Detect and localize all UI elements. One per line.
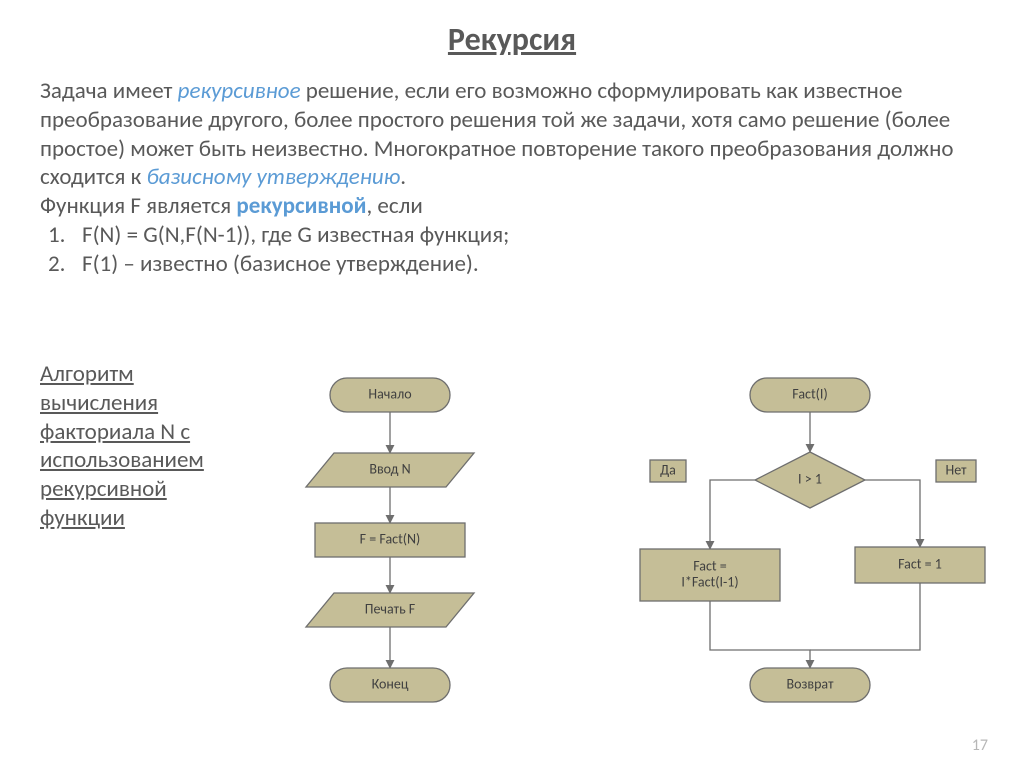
- svg-text:I*Fact(I-1): I*Fact(I-1): [681, 573, 738, 590]
- svg-text:F = Fact(N): F = Fact(N): [360, 530, 421, 547]
- svg-text:Нет: Нет: [945, 461, 967, 478]
- node-fact: Fact(I): [750, 378, 870, 412]
- svg-text:Fact = 1: Fact = 1: [898, 555, 942, 572]
- node-in: Ввод N: [306, 453, 474, 487]
- svg-text:Fact =: Fact =: [693, 557, 727, 574]
- flowchart-fact: Fact(I)I > 1ДаНетFact =I*Fact(I-1)Fact =…: [610, 370, 1010, 750]
- slide-number: 17: [972, 736, 988, 755]
- svg-text:Ввод N: Ввод N: [369, 460, 410, 477]
- list-1-num: 1.: [48, 221, 82, 250]
- node-yeslbl: Да: [650, 460, 686, 482]
- svg-text:Начало: Начало: [368, 385, 411, 402]
- para-post1: .: [400, 163, 406, 191]
- node-rightr: Fact = 1: [855, 547, 985, 583]
- node-start: Начало: [330, 378, 450, 412]
- node-calc: F = Fact(N): [315, 523, 465, 557]
- para-em2: базисному утверждению: [146, 163, 400, 191]
- list-2-num: 2.: [48, 250, 82, 279]
- node-dec: I > 1: [755, 452, 865, 508]
- flowchart-main: Начало Ввод N F = Fact(N) Печать F Конец: [260, 370, 520, 750]
- body-text: Задача имеет рекурсивное решение, если е…: [0, 59, 1024, 278]
- para-pre1: Задача имеет: [40, 77, 178, 105]
- svg-text:Fact(I): Fact(I): [792, 385, 827, 402]
- node-end: Конец: [330, 668, 450, 702]
- node-nolbl: Нет: [936, 460, 976, 482]
- node-ret: Возврат: [750, 668, 870, 702]
- svg-text:Возврат: Возврат: [786, 675, 834, 692]
- func-line-pre: Функция F является: [40, 192, 236, 220]
- slide-title: Рекурсия: [0, 0, 1024, 59]
- svg-text:Конец: Конец: [372, 675, 409, 692]
- algorithm-subtitle: Алгоритм вычисления факториала N с испол…: [40, 360, 240, 533]
- svg-text:I > 1: I > 1: [798, 470, 822, 487]
- func-line-em: рекурсивной: [236, 192, 366, 220]
- list-2-text: F(1) – известно (базисное утверждение).: [82, 250, 479, 278]
- svg-text:Печать F: Печать F: [365, 600, 416, 617]
- func-line-post: , если: [366, 192, 422, 220]
- list-1-text: F(N) = G(N,F(N-1)), где G известная функ…: [82, 221, 509, 249]
- node-leftr: Fact =I*Fact(I-1): [640, 549, 780, 601]
- node-out: Печать F: [306, 593, 474, 627]
- svg-text:Да: Да: [660, 461, 676, 478]
- para-em1: рекурсивное: [178, 77, 301, 105]
